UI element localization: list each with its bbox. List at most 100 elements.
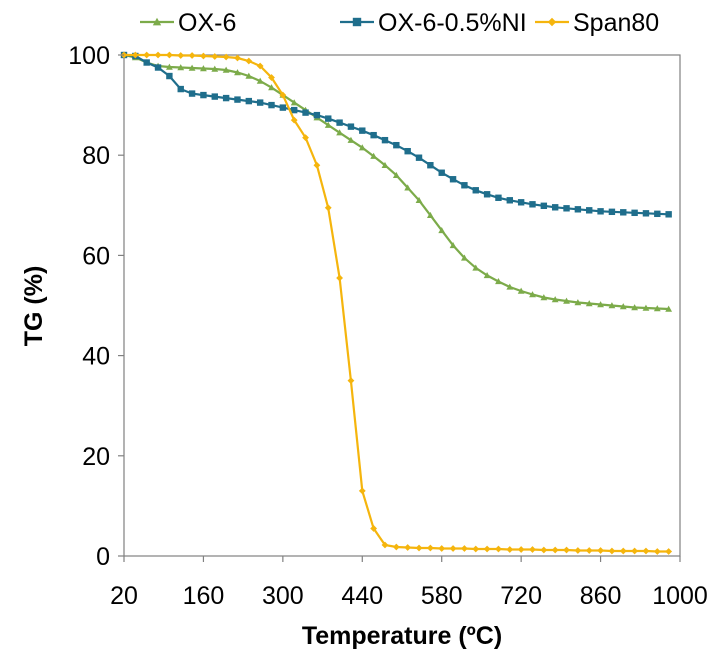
data-point <box>540 294 548 301</box>
y-tick-label: 80 <box>82 142 110 170</box>
data-point <box>152 17 162 26</box>
data-point <box>620 209 627 216</box>
data-point <box>551 296 559 303</box>
data-point <box>415 544 423 552</box>
data-point <box>165 63 173 70</box>
data-point <box>165 51 173 59</box>
data-point <box>517 546 525 553</box>
data-point <box>631 304 639 311</box>
data-point <box>438 545 446 552</box>
data-point <box>665 548 673 555</box>
y-tick-label: 40 <box>82 343 110 371</box>
data-point <box>381 541 389 549</box>
data-point <box>574 547 582 554</box>
data-point <box>256 99 264 106</box>
data-point <box>222 66 230 73</box>
data-point <box>256 62 264 70</box>
data-point <box>358 144 366 151</box>
data-point <box>200 91 207 99</box>
x-axis-title: Temperature (ºC) <box>302 622 502 650</box>
data-point <box>336 119 343 126</box>
data-point <box>211 93 218 100</box>
data-point <box>392 171 400 178</box>
data-point <box>177 64 185 71</box>
data-point <box>529 291 536 298</box>
x-tick-label: 720 <box>500 582 542 610</box>
data-point <box>154 51 162 59</box>
data-point <box>177 85 184 93</box>
data-point <box>268 84 275 91</box>
data-point <box>563 205 570 212</box>
data-point <box>279 104 287 111</box>
data-point <box>426 211 434 219</box>
data-point <box>563 546 570 554</box>
data-point <box>404 544 412 551</box>
data-point <box>540 202 548 210</box>
data-point <box>324 204 332 212</box>
series-layer <box>120 51 673 555</box>
data-point <box>245 57 253 65</box>
legend-item: OX-6 <box>140 9 236 37</box>
legend-item: OX-6-0.5%NI <box>340 9 527 37</box>
data-point <box>268 101 275 109</box>
data-point <box>619 303 627 310</box>
data-point <box>352 17 362 27</box>
legend-label: OX-6-0.5%NI <box>378 9 527 37</box>
y-axis-title: TG (%) <box>20 266 48 347</box>
legend-item: Span80 <box>535 9 659 37</box>
data-point <box>483 191 491 198</box>
data-point <box>222 53 230 61</box>
data-point <box>608 208 616 216</box>
data-point <box>529 546 536 553</box>
data-point <box>642 210 650 217</box>
data-point <box>222 94 230 102</box>
data-point <box>547 17 557 27</box>
data-point <box>245 72 253 79</box>
data-point <box>608 547 616 555</box>
data-point <box>166 72 173 80</box>
data-point <box>143 59 150 66</box>
data-point <box>234 69 241 76</box>
data-point <box>324 121 332 128</box>
data-point <box>188 64 196 71</box>
legend-label: Span80 <box>573 9 659 37</box>
data-point <box>619 547 627 555</box>
data-point <box>325 115 332 122</box>
data-point <box>483 545 491 553</box>
data-point <box>200 52 207 60</box>
data-point <box>506 283 514 290</box>
x-tick-label: 300 <box>262 582 304 610</box>
data-point <box>404 147 411 155</box>
data-point <box>597 301 604 308</box>
data-point <box>449 241 457 249</box>
y-tick-label: 100 <box>68 42 110 70</box>
data-point <box>631 209 638 217</box>
data-point <box>517 199 525 206</box>
data-point <box>449 176 457 183</box>
data-point <box>517 287 525 294</box>
data-point <box>654 210 661 218</box>
data-point <box>268 74 275 81</box>
data-point <box>585 547 593 554</box>
data-point <box>200 65 207 72</box>
x-tick-label: 160 <box>183 582 225 610</box>
data-point <box>347 136 355 143</box>
y-tick-label: 20 <box>82 443 110 471</box>
x-tick-label: 1000 <box>652 582 708 610</box>
y-tick-label: 0 <box>96 543 110 571</box>
data-point <box>381 136 389 144</box>
data-point <box>154 64 162 71</box>
data-point <box>234 54 241 62</box>
data-point <box>188 90 196 97</box>
data-point <box>563 297 570 304</box>
data-point <box>449 545 457 552</box>
data-point <box>574 299 582 306</box>
data-point <box>415 196 423 204</box>
series-span80 <box>120 51 673 555</box>
data-point <box>188 52 196 59</box>
data-point <box>415 154 423 161</box>
data-point <box>404 184 412 191</box>
data-point <box>392 543 400 551</box>
data-point <box>506 546 514 553</box>
data-point <box>461 545 468 552</box>
